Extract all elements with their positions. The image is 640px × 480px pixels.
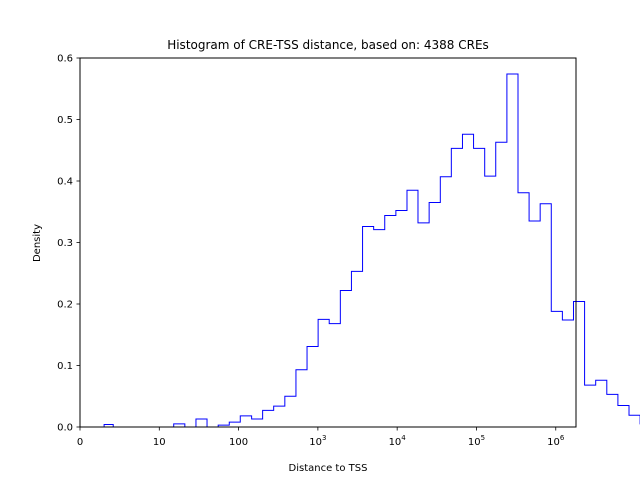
- y-tick-label: 0.5: [57, 115, 73, 126]
- plot-area: [103, 73, 640, 428]
- x-axis-title: Distance to TSS: [289, 463, 368, 474]
- chart-title: Histogram of CRE-TSS distance, based on:…: [167, 38, 489, 52]
- x-tick-exponent: 6: [560, 434, 565, 442]
- y-tick-label: 0.4: [57, 177, 73, 188]
- y-tick-label: 0.6: [57, 54, 73, 65]
- x-tick-exponent: 5: [481, 434, 485, 442]
- x-tick-label: 0: [77, 437, 83, 448]
- y-tick-label: 0.2: [57, 300, 73, 311]
- x-axis: 0 10 100 103 104 105 106: [77, 427, 565, 448]
- y-tick-label: 0.0: [57, 423, 73, 434]
- x-tick-label: 10: [153, 437, 166, 448]
- y-tick-label: 0.1: [57, 361, 73, 372]
- x-tick-exponent: 3: [322, 434, 326, 442]
- histogram-step-line: [103, 73, 640, 428]
- y-tick-label: 0.3: [57, 238, 73, 249]
- y-axis-title: Density: [32, 224, 43, 262]
- y-axis: 0.0 0.1 0.2 0.3 0.4 0.5 0.6: [57, 54, 80, 434]
- x-tick-exponent: 4: [401, 434, 406, 442]
- x-tick-label: 100: [229, 437, 248, 448]
